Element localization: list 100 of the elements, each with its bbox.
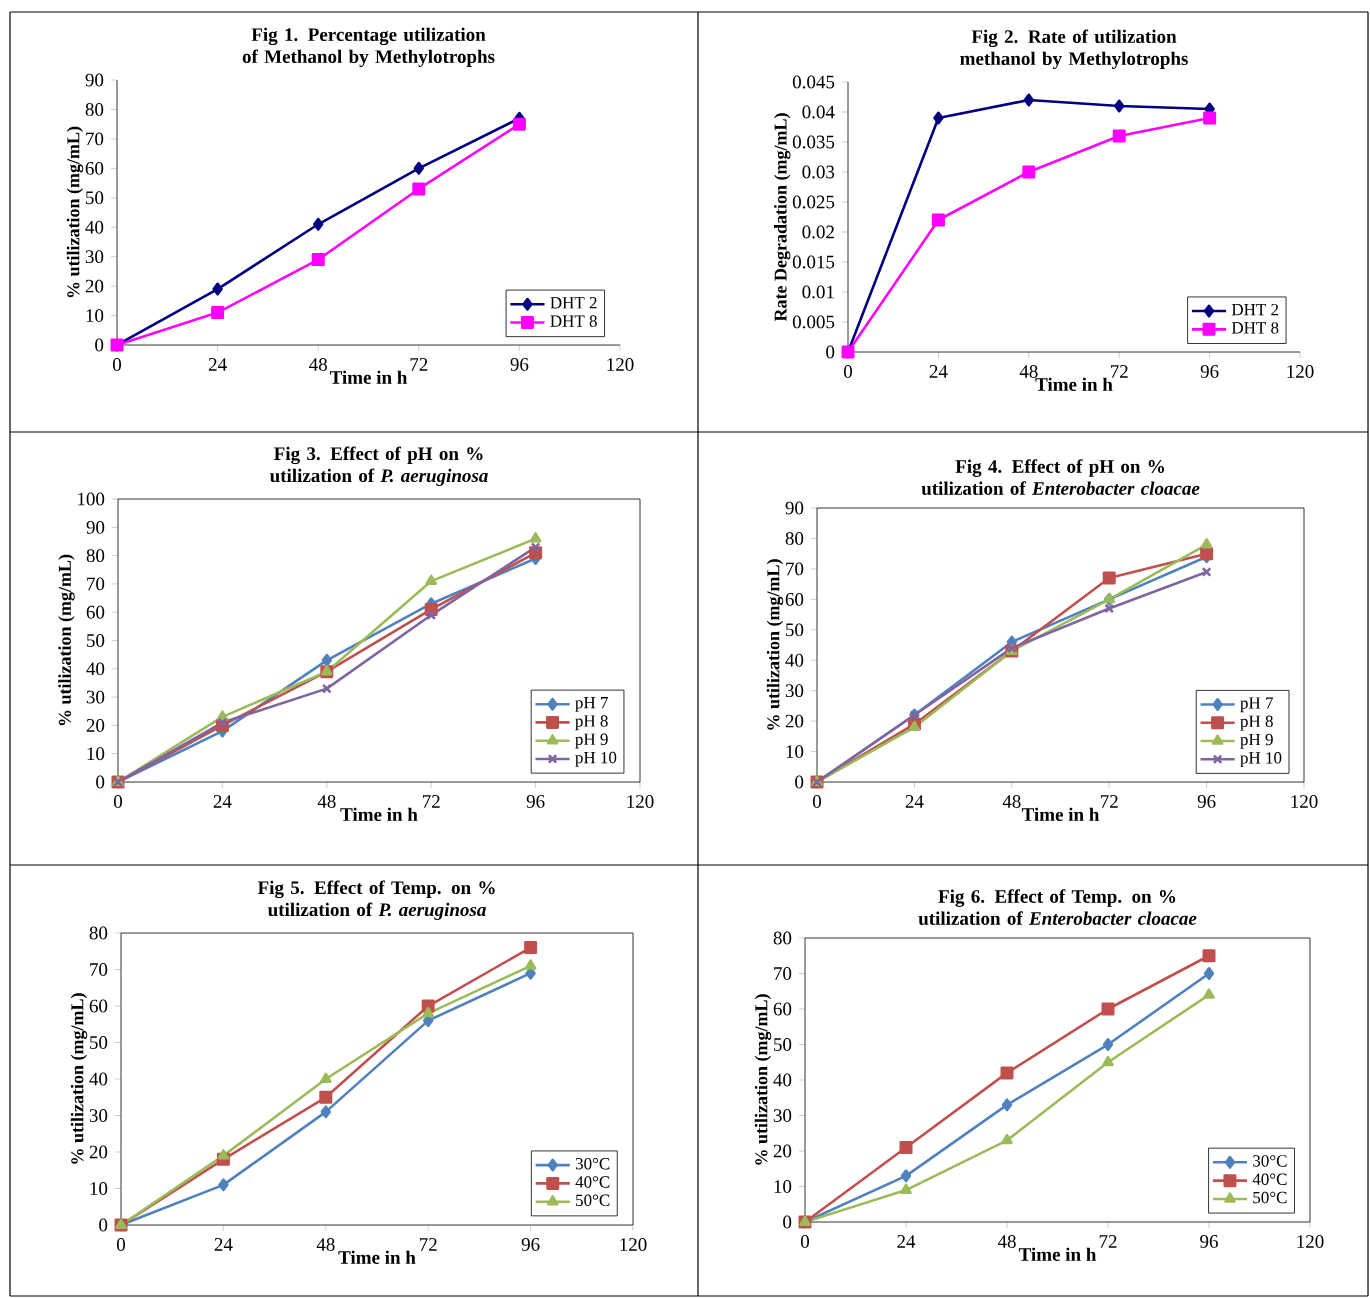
legend-label: 30°C: [575, 1157, 610, 1170]
y-tick-label: 80: [86, 549, 105, 563]
x-tick-label: 48: [1019, 365, 1038, 378]
x-tick-label: 72: [1100, 795, 1118, 808]
y-tick-label: 10: [90, 1182, 108, 1195]
y-tick-label: 60: [86, 605, 105, 619]
legend-label: DHT 8: [550, 315, 597, 327]
y-tick-label: 50: [774, 1038, 792, 1051]
y-tick-label: 10: [87, 747, 105, 761]
chart-title: Fig 4. Effect of pH on % utilization of Enterobacter cloacae: [921, 459, 1200, 495]
y-tick-label: 70: [87, 577, 105, 591]
x-tick-label: 120: [627, 795, 654, 808]
y-tick-label: 30: [85, 250, 104, 264]
chart-title: Fig 3. Effect of pH on % utilization of P. aeruginosa: [269, 446, 488, 486]
x-tick-label: 0: [112, 358, 122, 371]
y-tick-label: 0: [95, 338, 104, 352]
x-tick-label: 96: [1200, 365, 1219, 378]
x-tick-label: 24: [897, 1235, 916, 1248]
legend-label: pH 9: [1240, 733, 1273, 749]
legend-label: 40°C: [575, 1176, 610, 1188]
y-tick-label: 30: [86, 690, 105, 704]
y-tick-label: 0.005: [792, 315, 835, 329]
y-tick-label: 0: [795, 775, 804, 789]
y-tick-label: 0: [826, 345, 835, 359]
x-tick-label: 48: [1002, 795, 1021, 808]
y-tick-label: 100: [78, 492, 105, 506]
x-tick-label: 72: [419, 1238, 437, 1251]
y-tick-label: 20: [89, 1145, 108, 1159]
y-tick-label: 30: [785, 684, 804, 698]
x-tick-label: 120: [620, 1238, 647, 1251]
y-axis-title: % utilization (mg/mL): [70, 993, 88, 1164]
y-tick-label: 50: [87, 634, 105, 647]
y-tick-label: 20: [85, 279, 104, 293]
y-axis-title: % utilization (mg/mL): [754, 994, 772, 1165]
x-tick-label: 72: [422, 795, 440, 808]
x-axis-title: Time in h: [329, 370, 408, 384]
legend-label: pH 9: [575, 733, 608, 749]
x-axis-title: Time in h: [338, 1250, 416, 1264]
y-tick-label: 0: [783, 1215, 792, 1229]
x-tick-label: 48: [317, 795, 336, 808]
legend-label: pH 8: [1240, 715, 1273, 731]
chart-title: Fig 6. Effect of Temp. on % utilization of Enterobacter cloacae: [918, 889, 1197, 925]
y-tick-label: 80: [773, 931, 792, 945]
chart-title: Fig 1. Percentage utilization of Methanol by Methylotrophs: [242, 27, 495, 67]
y-tick-label: 20: [773, 1144, 792, 1158]
y-tick-label: 30: [89, 1109, 108, 1122]
x-tick-label: 48: [316, 1238, 335, 1251]
y-tick-label: 40: [85, 220, 104, 234]
y-tick-label: 20: [785, 714, 804, 728]
y-tick-label: 70: [786, 562, 804, 576]
x-tick-label: 120: [1297, 1235, 1324, 1248]
x-axis-title: Time in h: [1021, 807, 1100, 821]
legend-label: pH 8: [575, 715, 608, 731]
y-tick-label: 90: [85, 73, 104, 87]
x-tick-label: 24: [214, 1238, 233, 1251]
x-tick-label: 0: [113, 795, 123, 808]
y-axis-title: Rate Degradation (mg/mL): [774, 113, 791, 322]
x-tick-label: 72: [1110, 365, 1128, 378]
y-tick-label: 40: [86, 662, 105, 676]
y-tick-label: 80: [85, 103, 104, 116]
chart-title: Fig 2. Rate of utilization methanol by Methylotrophs: [960, 29, 1188, 69]
y-tick-label: 0.035: [792, 135, 835, 149]
y-tick-label: 0.025: [792, 195, 835, 209]
y-tick-label: 10: [786, 745, 804, 758]
legend-label: DHT 2: [550, 297, 597, 309]
y-tick-label: 50: [86, 191, 104, 205]
y-tick-label: 90: [86, 520, 105, 534]
x-tick-label: 24: [929, 365, 948, 378]
y-tick-label: 0.04: [802, 105, 835, 119]
y-tick-label: 20: [86, 719, 105, 732]
x-tick-label: 72: [410, 358, 428, 371]
x-tick-label: 48: [309, 358, 327, 371]
y-tick-label: 40: [773, 1073, 792, 1087]
x-tick-label: 96: [526, 795, 545, 808]
y-tick-label: 60: [773, 1002, 792, 1016]
legend-label: pH 7: [575, 697, 608, 712]
legend-label: DHT 8: [1231, 322, 1279, 334]
y-axis-title: % utilization (mg/mL): [58, 554, 75, 726]
y-tick-label: 0: [96, 775, 105, 789]
y-tick-label: 10: [86, 309, 104, 322]
chart-title: Fig 5. Effect of Temp. on % utilization of P. aeruginosa: [257, 880, 495, 920]
y-tick-label: 70: [86, 132, 104, 146]
y-tick-label: 50: [90, 1036, 108, 1049]
y-tick-label: 0.045: [792, 75, 835, 89]
x-tick-label: 24: [213, 795, 232, 808]
y-tick-label: 0.01: [802, 285, 834, 299]
x-tick-label: 0: [116, 1238, 126, 1251]
legend-label: 30°C: [1253, 1155, 1287, 1167]
y-tick-label: 60: [785, 592, 804, 606]
y-tick-label: 0.03: [802, 165, 835, 179]
y-tick-label: 0: [99, 1218, 108, 1232]
legend-label: pH 7: [1240, 697, 1273, 713]
legend-label: 40°C: [1252, 1173, 1287, 1185]
x-tick-label: 120: [1287, 365, 1314, 378]
x-axis-title: Time in h: [340, 807, 418, 821]
legend-label: 50°C: [1253, 1191, 1287, 1204]
x-tick-label: 96: [1197, 795, 1216, 808]
y-tick-label: 30: [773, 1109, 792, 1122]
x-tick-label: 96: [521, 1238, 540, 1251]
x-tick-label: 120: [1291, 795, 1318, 808]
